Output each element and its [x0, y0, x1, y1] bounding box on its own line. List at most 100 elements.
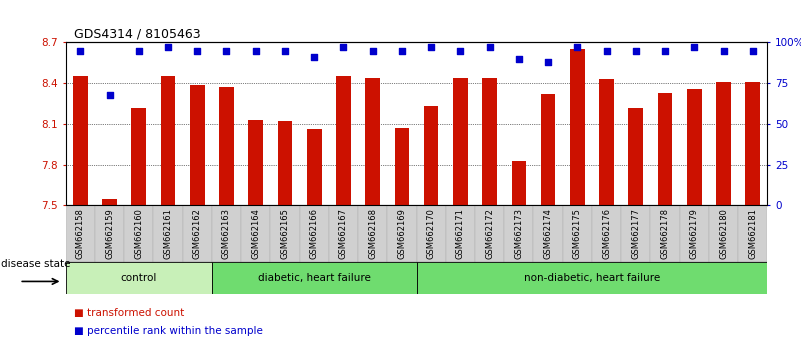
- Point: [541, 59, 554, 65]
- Bar: [716, 82, 731, 205]
- Text: non-diabetic, heart failure: non-diabetic, heart failure: [524, 273, 660, 283]
- Bar: [658, 93, 672, 205]
- Text: GSM662173: GSM662173: [514, 208, 523, 259]
- Point: [658, 48, 671, 53]
- Bar: [562, 205, 592, 262]
- Bar: [687, 88, 702, 205]
- Bar: [424, 106, 438, 205]
- Text: GSM662160: GSM662160: [135, 208, 143, 259]
- Bar: [505, 205, 533, 262]
- Bar: [66, 262, 211, 294]
- Text: GSM662174: GSM662174: [544, 208, 553, 259]
- Text: ■ transformed count: ■ transformed count: [74, 308, 184, 318]
- Point: [717, 48, 730, 53]
- Bar: [679, 205, 709, 262]
- Point: [279, 48, 292, 53]
- Text: GSM662166: GSM662166: [310, 208, 319, 259]
- Point: [249, 48, 262, 53]
- Bar: [365, 78, 380, 205]
- Point: [162, 45, 175, 50]
- Bar: [417, 205, 445, 262]
- Bar: [417, 262, 767, 294]
- Point: [454, 48, 467, 53]
- Text: GSM662176: GSM662176: [602, 208, 611, 259]
- Bar: [622, 205, 650, 262]
- Point: [191, 48, 203, 53]
- Bar: [629, 108, 643, 205]
- Text: GSM662179: GSM662179: [690, 208, 698, 259]
- Text: control: control: [121, 273, 157, 283]
- Text: GSM662161: GSM662161: [163, 208, 172, 259]
- Bar: [307, 129, 321, 205]
- Text: GSM662158: GSM662158: [76, 208, 85, 259]
- Bar: [650, 205, 679, 262]
- Text: GSM662168: GSM662168: [368, 208, 377, 259]
- Text: disease state: disease state: [1, 259, 70, 269]
- Bar: [95, 205, 124, 262]
- Point: [688, 45, 701, 50]
- Bar: [73, 76, 87, 205]
- Point: [337, 45, 350, 50]
- Bar: [512, 161, 526, 205]
- Bar: [475, 205, 505, 262]
- Point: [132, 48, 145, 53]
- Bar: [395, 128, 409, 205]
- Text: ■ percentile rank within the sample: ■ percentile rank within the sample: [74, 326, 263, 336]
- Point: [630, 48, 642, 53]
- Text: GSM662170: GSM662170: [427, 208, 436, 259]
- Bar: [183, 205, 211, 262]
- Bar: [219, 87, 234, 205]
- Bar: [211, 205, 241, 262]
- Bar: [709, 205, 738, 262]
- Text: GSM662178: GSM662178: [661, 208, 670, 259]
- Bar: [131, 108, 146, 205]
- Bar: [124, 205, 154, 262]
- Text: GSM662180: GSM662180: [719, 208, 728, 259]
- Bar: [328, 205, 358, 262]
- Text: GSM662163: GSM662163: [222, 208, 231, 259]
- Text: GSM662175: GSM662175: [573, 208, 582, 259]
- Point: [747, 48, 759, 53]
- Text: GSM662169: GSM662169: [397, 208, 406, 259]
- Bar: [453, 78, 468, 205]
- Bar: [746, 82, 760, 205]
- Point: [396, 48, 409, 53]
- Bar: [278, 121, 292, 205]
- Bar: [541, 94, 555, 205]
- Point: [513, 56, 525, 62]
- Bar: [248, 120, 263, 205]
- Point: [483, 45, 496, 50]
- Bar: [739, 205, 767, 262]
- Text: GDS4314 / 8105463: GDS4314 / 8105463: [74, 28, 200, 41]
- Bar: [592, 205, 621, 262]
- Bar: [190, 85, 204, 205]
- Point: [571, 45, 584, 50]
- Text: GSM662181: GSM662181: [748, 208, 757, 259]
- Bar: [300, 205, 328, 262]
- Bar: [482, 78, 497, 205]
- Bar: [570, 49, 585, 205]
- Text: GSM662162: GSM662162: [193, 208, 202, 259]
- Text: GSM662172: GSM662172: [485, 208, 494, 259]
- Bar: [599, 79, 614, 205]
- Point: [74, 48, 87, 53]
- Bar: [154, 205, 183, 262]
- Bar: [66, 205, 95, 262]
- Bar: [103, 199, 117, 205]
- Bar: [533, 205, 562, 262]
- Bar: [241, 205, 270, 262]
- Point: [220, 48, 233, 53]
- Bar: [358, 205, 387, 262]
- Bar: [445, 205, 475, 262]
- Text: GSM662165: GSM662165: [280, 208, 289, 259]
- Text: GSM662177: GSM662177: [631, 208, 640, 259]
- Point: [366, 48, 379, 53]
- Bar: [161, 76, 175, 205]
- Point: [308, 54, 320, 60]
- Bar: [336, 76, 351, 205]
- Bar: [270, 205, 300, 262]
- Text: GSM662167: GSM662167: [339, 208, 348, 259]
- Point: [103, 92, 116, 97]
- Point: [600, 48, 613, 53]
- Text: GSM662159: GSM662159: [105, 208, 114, 259]
